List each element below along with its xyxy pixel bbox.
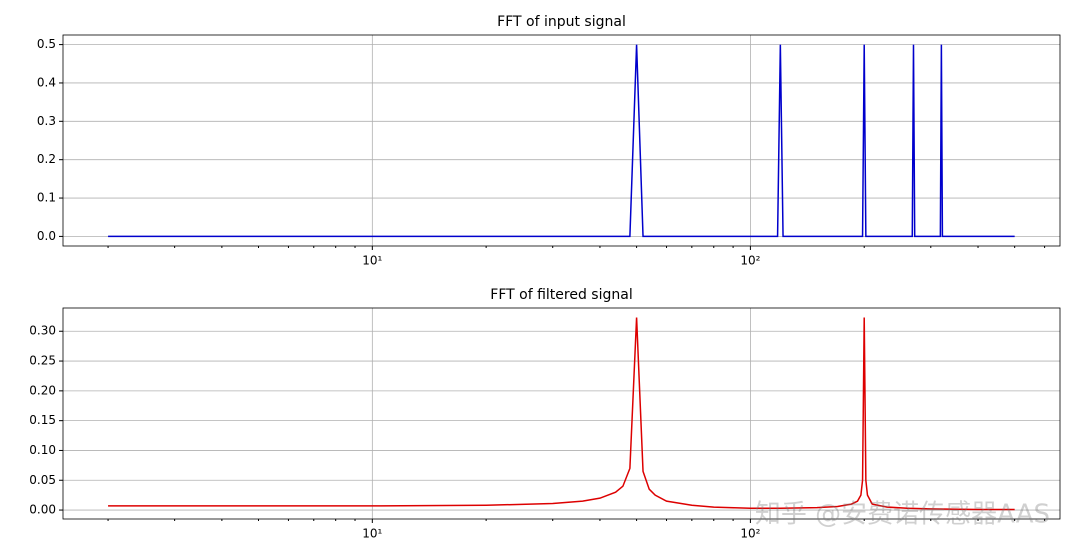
- y-tick-label: 0.2: [37, 152, 56, 166]
- y-tick-label: 0.00: [29, 503, 56, 517]
- axes-frame: [62, 307, 1061, 520]
- x-tick-label: 10²: [740, 254, 760, 268]
- chart-title: FFT of filtered signal: [490, 287, 632, 303]
- y-tick-label: 0.10: [29, 443, 56, 457]
- y-tick-label: 0.3: [37, 114, 56, 128]
- y-tick-label: 0.20: [29, 383, 56, 397]
- watermark: 知乎 @安费诺传感器AAS: [755, 500, 1050, 530]
- line-series: [108, 44, 1015, 238]
- y-tick-label: 0.25: [29, 354, 56, 368]
- y-tick-label: 0.0: [37, 229, 56, 243]
- x-tick-label: 10¹: [362, 527, 382, 541]
- x-tick-label: 10¹: [362, 254, 382, 268]
- y-tick-label: 0.4: [37, 75, 56, 89]
- y-tick-label: 0.1: [37, 191, 56, 205]
- y-tick-label: 0.05: [29, 473, 56, 487]
- y-tick-label: 0.30: [29, 324, 56, 338]
- x-tick-label: 10²: [740, 527, 760, 541]
- axes-frame: [62, 34, 1061, 247]
- chart-title: FFT of input signal: [497, 14, 626, 30]
- y-tick-label: 0.15: [29, 413, 56, 427]
- line-series: [108, 317, 1015, 511]
- y-tick-label: 0.5: [37, 37, 56, 51]
